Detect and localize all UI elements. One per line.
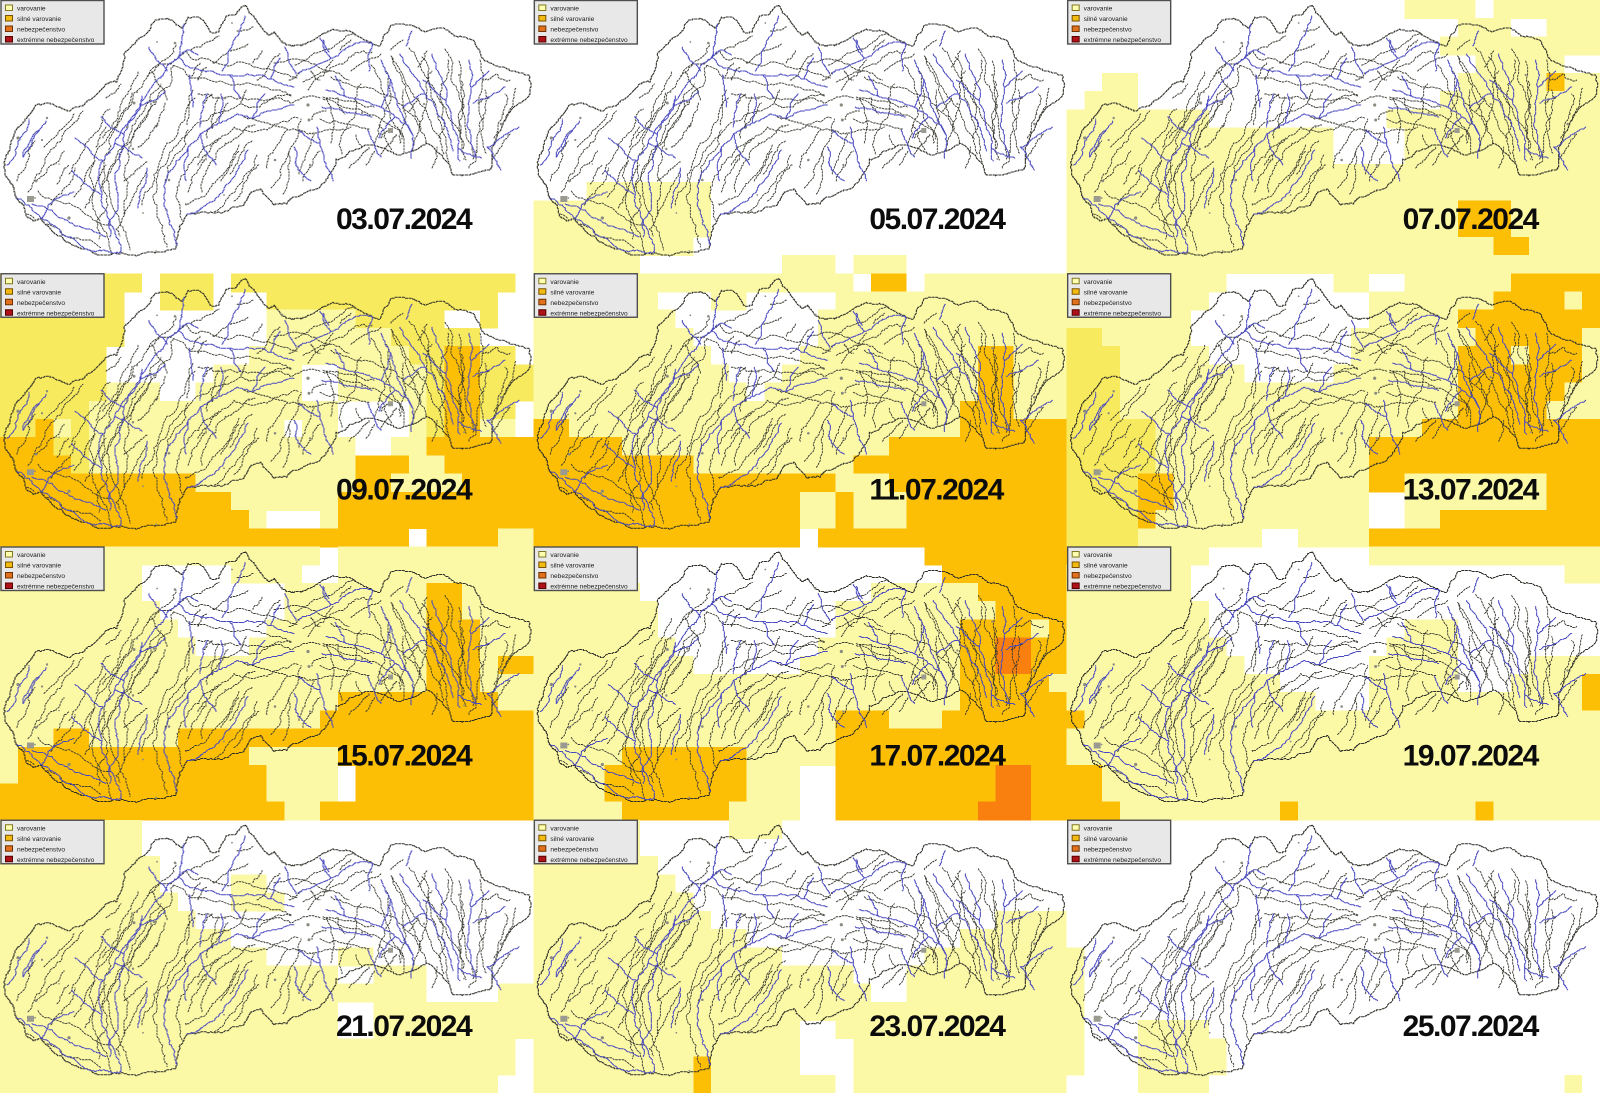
svg-text:17.07.2024: 17.07.2024	[869, 740, 1006, 773]
svg-text:09.07.2024: 09.07.2024	[336, 473, 473, 506]
svg-text:07.07.2024: 07.07.2024	[1403, 203, 1540, 236]
svg-text:13.07.2024: 13.07.2024	[1403, 473, 1540, 506]
svg-text:11.07.2024: 11.07.2024	[869, 473, 1004, 506]
svg-text:21.07.2024: 21.07.2024	[336, 1010, 473, 1043]
svg-text:19.07.2024: 19.07.2024	[1403, 740, 1540, 773]
svg-text:15.07.2024: 15.07.2024	[336, 740, 473, 773]
svg-text:05.07.2024: 05.07.2024	[869, 203, 1006, 236]
svg-text:25.07.2024: 25.07.2024	[1403, 1010, 1540, 1043]
svg-text:03.07.2024: 03.07.2024	[336, 203, 473, 236]
svg-text:23.07.2024: 23.07.2024	[869, 1010, 1006, 1043]
